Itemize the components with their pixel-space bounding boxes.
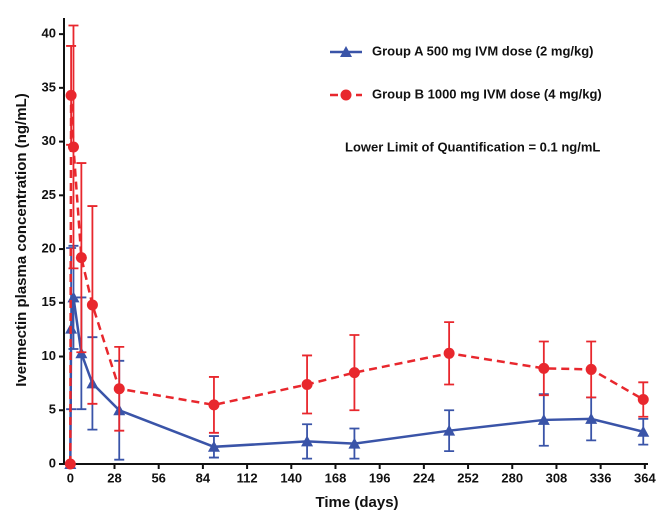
x-tick-label: 196 xyxy=(369,470,391,485)
data-point xyxy=(301,435,314,447)
y-tick-label: 0 xyxy=(49,455,56,470)
x-axis-label: Time (days) xyxy=(315,494,398,511)
x-tick-label: 224 xyxy=(413,470,435,485)
data-point xyxy=(537,413,550,425)
x-tick-label: 308 xyxy=(546,470,568,485)
y-tick-label: 35 xyxy=(42,79,56,94)
x-tick-label: 56 xyxy=(151,470,165,485)
y-tick-label: 25 xyxy=(42,187,56,202)
data-point xyxy=(65,89,77,101)
data-point xyxy=(637,425,650,437)
y-tick-label: 40 xyxy=(42,26,56,41)
data-point xyxy=(443,347,455,359)
x-tick-label: 280 xyxy=(501,470,523,485)
x-tick-label: 84 xyxy=(196,470,211,485)
x-tick-label: 140 xyxy=(280,470,302,485)
y-tick-label: 20 xyxy=(42,240,56,255)
data-point xyxy=(585,412,598,424)
y-tick-label: 30 xyxy=(42,133,56,148)
y-axis-label: Ivermectin plasma concentration (ng/mL) xyxy=(13,93,30,386)
legend-label: Group B 1000 mg IVM dose (4 mg/kg) xyxy=(372,86,602,101)
annotation: Lower Limit of Quantification = 0.1 ng/m… xyxy=(345,139,600,154)
x-tick-label: 364 xyxy=(634,470,656,485)
data-point xyxy=(67,141,79,153)
data-point xyxy=(348,437,361,449)
series-line xyxy=(69,297,644,465)
x-tick-label: 336 xyxy=(590,470,612,485)
data-point xyxy=(585,363,597,375)
data-point xyxy=(113,383,125,395)
data-point xyxy=(67,291,80,303)
legend-marker xyxy=(340,89,352,101)
data-point xyxy=(207,440,220,452)
data-point xyxy=(208,399,220,411)
data-point xyxy=(443,424,456,436)
x-tick-label: 28 xyxy=(107,470,121,485)
data-point xyxy=(301,378,313,390)
data-point xyxy=(637,394,649,406)
y-tick-label: 15 xyxy=(42,294,56,309)
data-point xyxy=(348,367,360,379)
legend-label: Group A 500 mg IVM dose (2 mg/kg) xyxy=(372,43,594,58)
data-point xyxy=(538,362,550,374)
y-tick-label: 5 xyxy=(49,402,56,417)
data-point xyxy=(64,458,76,470)
x-tick-label: 0 xyxy=(67,470,74,485)
legend-marker xyxy=(340,46,352,57)
data-point xyxy=(86,299,98,311)
x-tick-label: 168 xyxy=(325,470,347,485)
y-tick-label: 10 xyxy=(42,348,56,363)
data-point xyxy=(75,252,87,264)
x-tick-label: 252 xyxy=(457,470,479,485)
x-tick-label: 112 xyxy=(237,470,258,485)
